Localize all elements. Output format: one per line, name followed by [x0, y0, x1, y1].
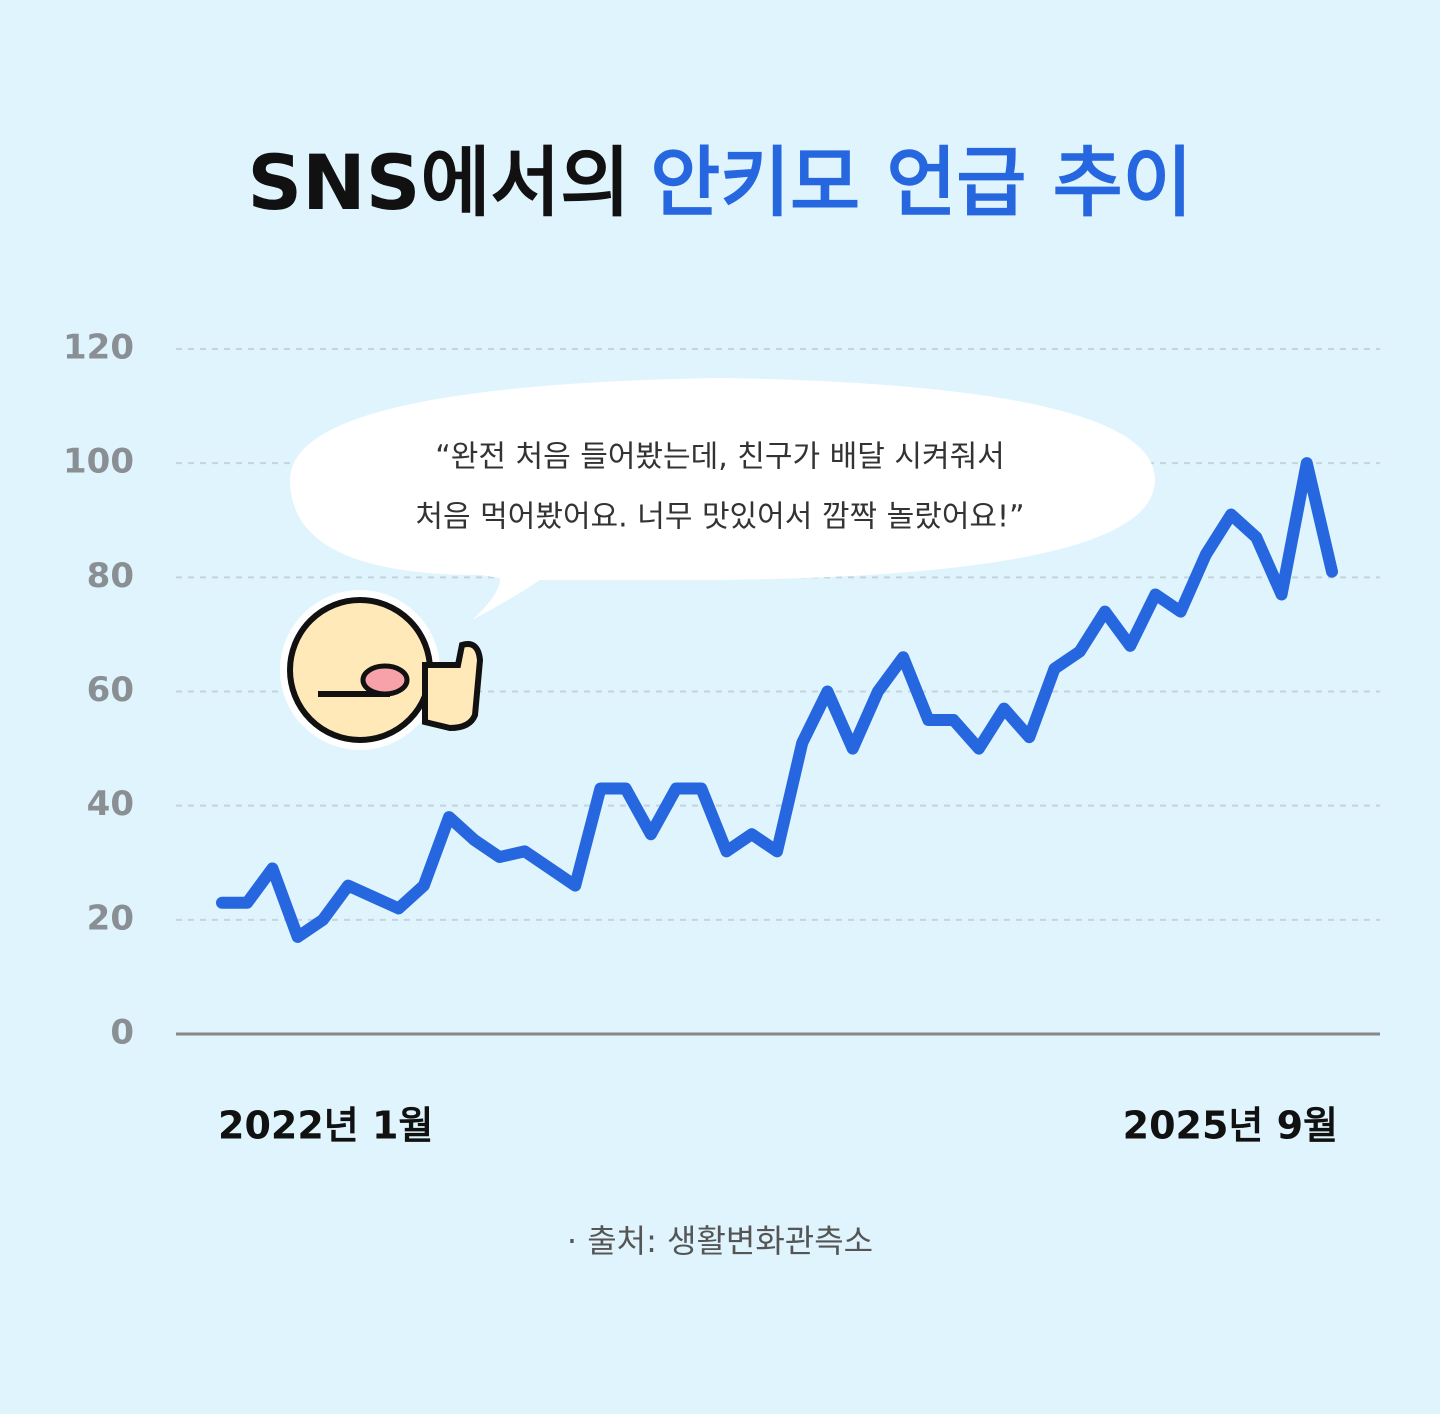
y-tick-label: 40 [87, 784, 134, 824]
x-tick-label: 2025년 9월 [1123, 1104, 1338, 1148]
y-tick-label: 80 [87, 556, 134, 596]
icon-tongue [360, 663, 410, 697]
icon-face [287, 597, 433, 743]
chart-title: SNS에서의 안키모 언급 추이 [247, 138, 1192, 227]
y-tick-label: 100 [63, 442, 134, 482]
quote-line: 처음 먹어봤어요. 너무 맛있어서 깜짝 놀랐어요!” [415, 500, 1024, 535]
y-tick-label: 0 [110, 1013, 134, 1053]
y-tick-label: 120 [63, 328, 134, 368]
data-line [216, 457, 1338, 943]
plot: 0 20 40 60 80 100 120 2022년 1월 2025년 9월 [63, 328, 1380, 1148]
icon-thumb [422, 641, 484, 732]
y-tick-label: 20 [87, 898, 134, 938]
source: · 출처: 생활변화관측소 [567, 1222, 873, 1260]
x-tick-label: 2022년 1월 [218, 1104, 433, 1148]
character-icon [280, 590, 484, 750]
bubble-shape [290, 378, 1155, 620]
quote-line: “완전 처음 들어봤는데, 친구가 배달 시켜줘서 [435, 440, 1005, 475]
y-tick-label: 60 [87, 670, 134, 710]
title-part: SNS에서의 [247, 138, 630, 227]
speech-bubble: “완전 처음 들어봤는데, 친구가 배달 시켜줘서 처음 먹어봤어요. 너무 맛… [290, 378, 1155, 620]
title-part: 안키모 언급 추이 [650, 138, 1192, 227]
